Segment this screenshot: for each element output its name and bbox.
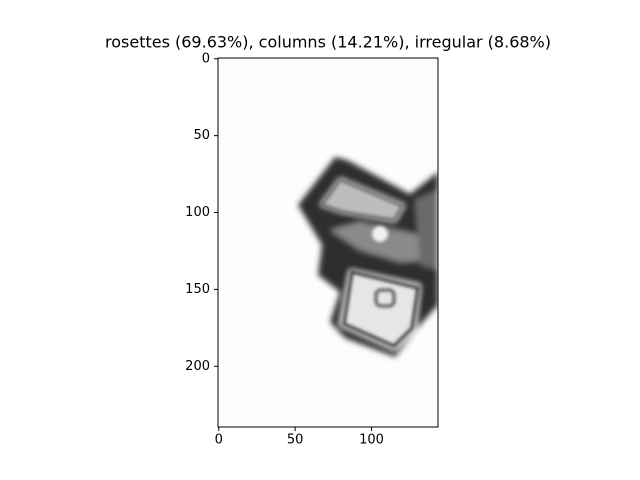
y-tick-label: 200 — [185, 359, 210, 374]
y-tick-label: 150 — [185, 282, 210, 297]
y-tick-label: 0 — [202, 51, 210, 66]
plot-frame — [217, 57, 439, 428]
image — [218, 58, 438, 427]
x-tick-label: 0 — [215, 433, 223, 448]
y-tick-label: 100 — [185, 205, 210, 220]
y-tick-label: 50 — [193, 128, 210, 143]
x-tick-label: 100 — [359, 433, 384, 448]
chart-title: rosettes (69.63%), columns (14.21%), irr… — [105, 33, 551, 52]
x-tick-label: 50 — [287, 433, 304, 448]
